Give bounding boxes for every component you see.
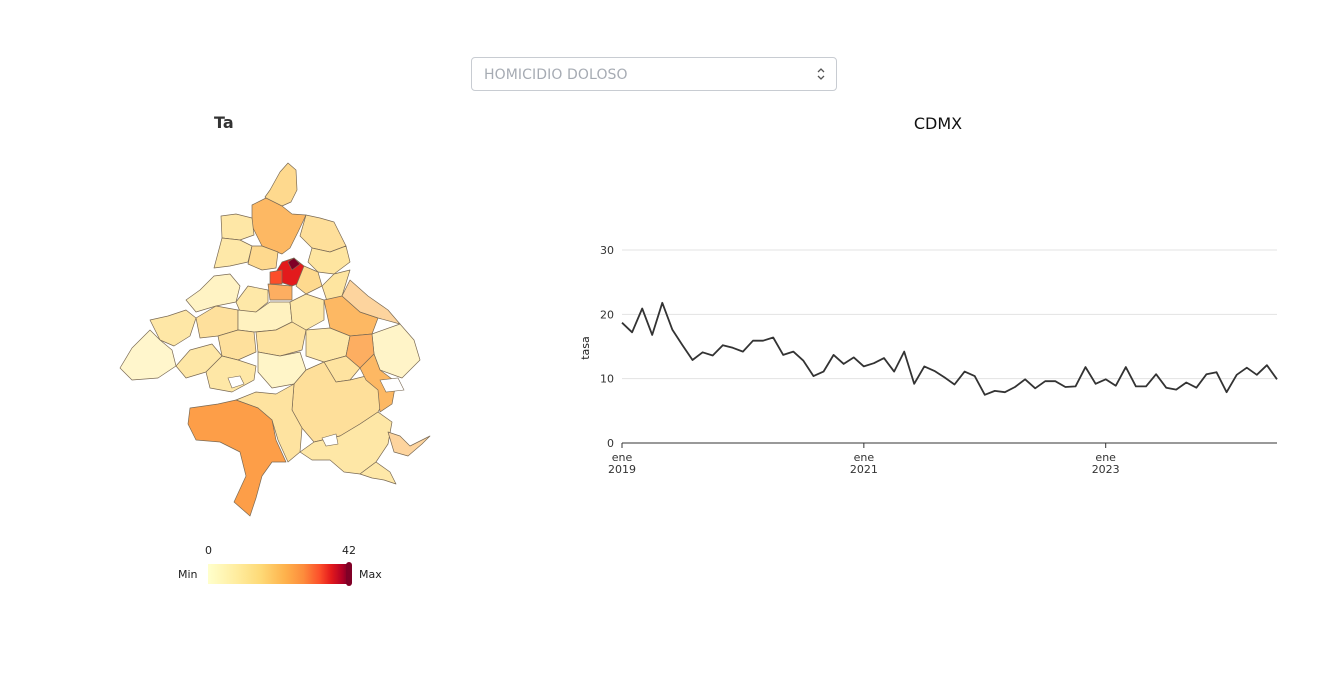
map-legend: 0 42 Min Max: [170, 540, 400, 590]
series-line: [621, 301, 1278, 396]
map-region: [295, 265, 323, 295]
map-region: [269, 269, 283, 285]
map-region: [359, 461, 397, 485]
choropleth-map[interactable]: [110, 150, 440, 530]
x-tick-label: 2019: [608, 463, 636, 476]
map-hole: [321, 433, 339, 447]
chevron-up-down-icon: [817, 68, 825, 80]
y-tick-label: 0: [607, 437, 614, 450]
map-hole: [379, 377, 405, 393]
x-tick-label: 2023: [1092, 463, 1120, 476]
x-tick-label: ene: [854, 451, 875, 464]
map-region: [247, 245, 279, 271]
grid-lines: [622, 249, 1277, 380]
series-layer: [621, 301, 1278, 396]
legend-max-value: 42: [342, 544, 356, 557]
map-region: [359, 353, 397, 413]
y-tick-label: 10: [600, 373, 614, 386]
x-tick-label: ene: [612, 451, 633, 464]
y-tick-label: 20: [600, 308, 614, 321]
legend-max-handle[interactable]: [346, 562, 352, 586]
map-hole: [227, 375, 245, 389]
map-region: [119, 329, 177, 381]
y-tick-label: 30: [600, 244, 614, 257]
map-region: [251, 197, 307, 255]
map-region: [267, 283, 293, 301]
x-tick-label: 2021: [850, 463, 878, 476]
map-region: [185, 273, 241, 313]
map-region: [387, 431, 431, 457]
map-region: [341, 279, 401, 325]
map-region: [299, 411, 393, 475]
legend-min-label: Min: [178, 568, 198, 581]
crime-type-select-value: HOMICIDIO DOLOSO: [484, 67, 628, 83]
map-region: [287, 257, 301, 271]
map-region: [217, 329, 257, 361]
map-region: [220, 213, 255, 241]
legend-color-scale: [208, 564, 348, 584]
map-region: [299, 214, 347, 253]
y-axis-label: tasa: [579, 336, 592, 360]
x-tick-label: ene: [1095, 451, 1116, 464]
chart-title: CDMX: [913, 114, 963, 133]
map-region: [187, 399, 287, 517]
map-title: Ta: [214, 113, 234, 132]
crime-type-select[interactable]: HOMICIDIO DOLOSO: [471, 57, 837, 91]
map-region: [307, 245, 351, 275]
legend-max-label: Max: [359, 568, 382, 581]
map-region: [213, 237, 253, 269]
map-region: [149, 309, 197, 347]
legend-min-value: 0: [205, 544, 212, 557]
